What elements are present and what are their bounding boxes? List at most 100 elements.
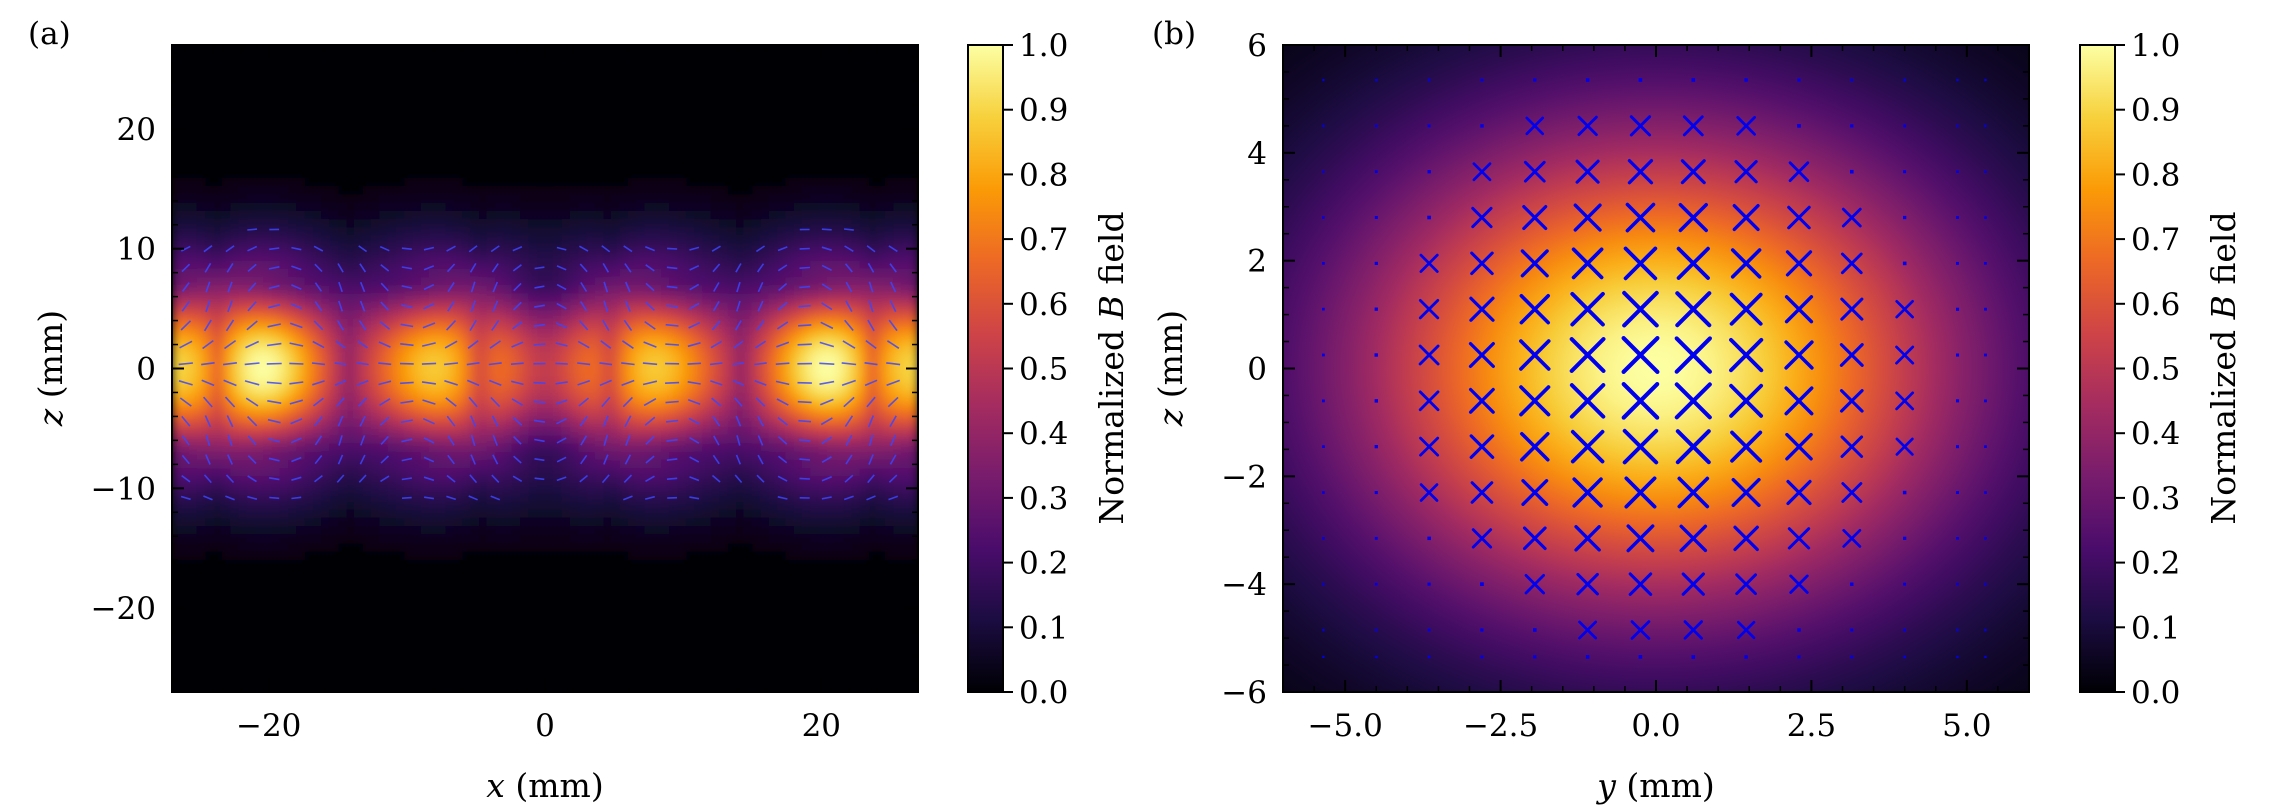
field-marker bbox=[1621, 382, 1660, 420]
field-arrow bbox=[844, 319, 854, 332]
field-arrow bbox=[623, 245, 633, 253]
field-marker bbox=[1628, 572, 1653, 596]
field-arrow bbox=[533, 323, 546, 327]
field-marker bbox=[1984, 262, 1987, 265]
field-arrow bbox=[890, 434, 897, 447]
field-arrow bbox=[577, 340, 590, 349]
field-arrow bbox=[511, 380, 524, 386]
field-arrow bbox=[512, 321, 523, 330]
field-arrow bbox=[179, 340, 193, 349]
field-arrow bbox=[665, 343, 679, 346]
x-tick-label: 0 bbox=[535, 708, 555, 744]
colorbar-b-gradient bbox=[2079, 44, 2116, 693]
field-arrow bbox=[888, 319, 898, 332]
field-arrow bbox=[244, 380, 260, 386]
field-arrow bbox=[888, 495, 899, 501]
field-arrow bbox=[534, 438, 545, 443]
field-marker bbox=[1322, 124, 1325, 127]
field-marker bbox=[1427, 215, 1431, 220]
field-arrow bbox=[864, 362, 878, 366]
field-arrow bbox=[556, 476, 567, 482]
field-arrow bbox=[181, 474, 191, 483]
field-arrow bbox=[358, 397, 368, 407]
field-arrow bbox=[798, 419, 812, 423]
field-arrow bbox=[268, 303, 281, 309]
colorbar-b-label: Normalized B field bbox=[2204, 211, 2243, 524]
x-tick-label: −2.5 bbox=[1463, 708, 1538, 744]
y-tick-label: 20 bbox=[117, 112, 156, 148]
field-arrow bbox=[468, 396, 478, 408]
field-arrow bbox=[555, 362, 568, 365]
field-marker bbox=[1571, 247, 1604, 280]
field-arrow bbox=[688, 302, 700, 310]
field-arrow bbox=[645, 435, 655, 445]
field-arrow bbox=[777, 496, 788, 500]
field-marker bbox=[1903, 582, 1907, 586]
field-arrow bbox=[887, 396, 899, 408]
field-marker bbox=[1850, 628, 1854, 632]
field-arrow bbox=[446, 474, 456, 483]
field-marker bbox=[1374, 536, 1378, 540]
field-arrow bbox=[844, 228, 854, 231]
field-arrow bbox=[533, 400, 546, 404]
field-arrow bbox=[512, 246, 523, 252]
field-arrow bbox=[204, 415, 212, 428]
field-arrow bbox=[711, 474, 721, 483]
field-arrow bbox=[603, 300, 609, 312]
field-marker bbox=[1480, 582, 1484, 586]
field-arrow bbox=[423, 265, 435, 271]
field-arrow bbox=[379, 245, 390, 252]
field-arrow bbox=[227, 434, 233, 447]
field-arrow bbox=[798, 304, 811, 308]
field-arrow bbox=[602, 262, 610, 273]
field-arrow bbox=[312, 380, 325, 386]
field-marker bbox=[1850, 78, 1854, 82]
field-marker bbox=[1469, 296, 1495, 322]
field-arrow bbox=[580, 282, 588, 292]
colorbar-b-tick-label: 0.5 bbox=[2131, 352, 2180, 388]
panel-b: (b) −5.0 −2.5 0.0 2.5 5.0 −6 −4 −2 0 2 4 6 y (mm) z… bbox=[1151, 16, 2243, 805]
x-tick-label: 0.0 bbox=[1631, 708, 1680, 744]
field-arrow bbox=[799, 477, 810, 480]
colorbar-b-tick-label: 0.3 bbox=[2131, 481, 2180, 517]
field-arrow bbox=[845, 281, 853, 293]
field-marker bbox=[1895, 299, 1914, 319]
field-arrow bbox=[756, 263, 765, 273]
field-arrow bbox=[844, 474, 854, 483]
field-marker bbox=[1675, 291, 1712, 328]
field-marker bbox=[1427, 170, 1431, 174]
field-arrow bbox=[359, 281, 366, 293]
field-marker bbox=[1842, 528, 1862, 548]
field-arrow bbox=[624, 300, 631, 312]
field-arrow bbox=[623, 474, 633, 483]
field-marker bbox=[1797, 628, 1801, 632]
field-arrow bbox=[777, 246, 788, 252]
field-arrow bbox=[513, 455, 522, 464]
field-arrow bbox=[555, 381, 568, 385]
field-marker bbox=[1956, 353, 1960, 357]
field-marker bbox=[1520, 249, 1549, 278]
field-arrow bbox=[867, 319, 875, 332]
field-marker bbox=[1519, 339, 1551, 371]
field-arrow bbox=[603, 281, 609, 293]
field-arrow bbox=[225, 474, 235, 484]
field-arrow bbox=[245, 340, 260, 349]
field-arrow bbox=[268, 457, 280, 462]
y-tick-label: 10 bbox=[117, 232, 156, 268]
field-marker bbox=[1375, 78, 1378, 82]
field-arrow bbox=[868, 454, 874, 465]
field-marker bbox=[1984, 124, 1987, 127]
field-marker bbox=[1895, 345, 1915, 365]
field-arrow bbox=[268, 266, 280, 270]
field-arrow bbox=[468, 245, 478, 253]
field-arrow bbox=[268, 284, 280, 290]
field-arrow bbox=[580, 300, 588, 312]
field-arrow bbox=[579, 415, 588, 427]
field-arrow bbox=[666, 438, 678, 442]
colorbar-a-tick-label: 0.5 bbox=[1019, 352, 1068, 388]
field-marker bbox=[1729, 292, 1763, 326]
field-marker bbox=[1480, 78, 1484, 82]
field-arrow bbox=[380, 475, 390, 483]
field-arrow bbox=[203, 245, 213, 253]
field-marker bbox=[1471, 206, 1493, 229]
